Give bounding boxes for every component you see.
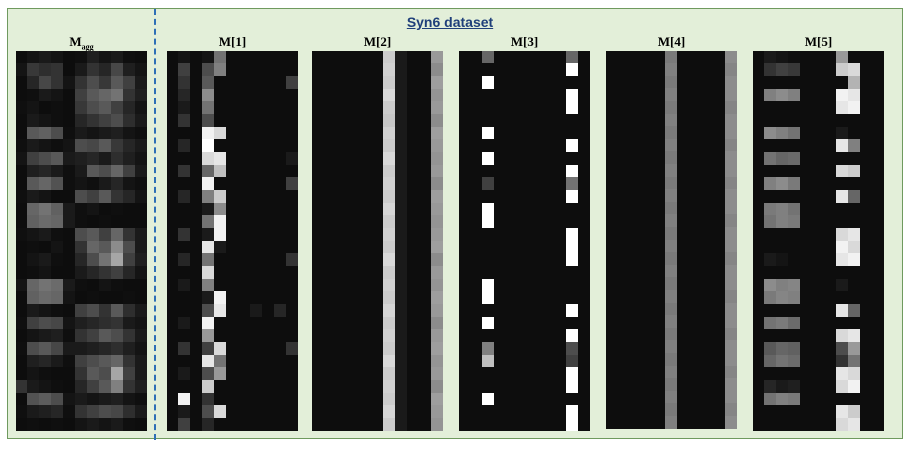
heatmap-matrix-0 (16, 51, 147, 431)
matrix-label-5: M[5] (804, 34, 833, 49)
heatmap-matrix-4 (606, 51, 737, 429)
heatmap-matrix-5 (753, 51, 884, 431)
heatmap-matrix-1 (167, 51, 298, 431)
matrix-label-2: M[2] (363, 34, 392, 49)
matrix-label-3: M[3] (510, 34, 539, 49)
dataset-title: Syn6 dataset (406, 14, 494, 30)
heatmap-matrix-3 (459, 51, 590, 431)
matrix-label-4: M[4] (657, 34, 686, 49)
matrix-label-0: Magg (69, 34, 94, 52)
heatmap-matrix-2 (312, 51, 443, 431)
matrix-label-1: M[1] (218, 34, 247, 49)
dashed-divider (154, 9, 156, 440)
